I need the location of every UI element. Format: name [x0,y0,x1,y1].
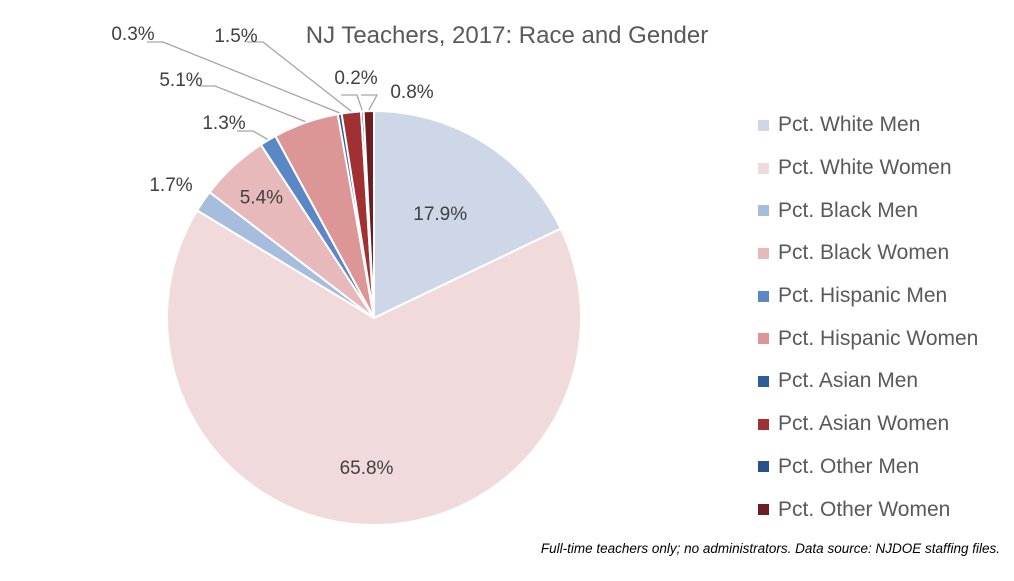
legend-swatch [758,375,769,387]
data-label-black-men: 1.7% [149,175,192,196]
legend-label: Pct. White Women [778,156,952,180]
legend-swatch [758,247,769,259]
legend-swatch [758,119,769,131]
leader-line-hispanic-men [237,130,268,140]
data-label-other-men: 0.2% [334,68,377,89]
legend-item-other-women: Pct. Other Women [758,488,1010,531]
leader-line-hispanic-women [199,85,306,123]
pie-slice-white-men [373,109,563,320]
legend-swatch [758,461,769,473]
legend-label: Pct. Hispanic Women [778,326,979,350]
legend-label: Pct. Black Women [778,241,950,265]
legend-item-other-men: Pct. Other Men [758,446,1010,489]
data-label-asian-men: 0.3% [111,24,154,45]
legend-label: Pct. Black Men [778,198,919,222]
data-label-other-women: 0.8% [390,82,433,103]
legend-label: Pct. Hispanic Men [778,284,948,308]
leader-line-other-men [341,94,363,111]
chart-legend: Pct. White Men Pct. White Women Pct. Black… [758,104,1010,531]
legend-label: Pct. Other Men [778,454,920,478]
data-label-white-women: 65.8% [340,458,394,479]
leader-line-asian-men [147,41,340,114]
legend-swatch [758,290,769,302]
legend-swatch [758,162,769,174]
data-label-hispanic-women: 5.1% [159,70,202,91]
legend-label: Pct. Asian Women [778,412,950,436]
legend-item-white-men: Pct. White Men [758,104,1010,147]
leader-line-other-women [361,94,379,111]
data-label-asian-women: 1.5% [214,26,257,47]
legend-item-hispanic-women: Pct. Hispanic Women [758,317,1010,360]
data-label-black-women: 5.4% [240,188,283,209]
legend-swatch [758,504,769,516]
legend-item-asian-women: Pct. Asian Women [758,403,1010,446]
pie-slice-other-women [362,109,375,319]
leader-line-asian-women [247,41,352,112]
data-label-hispanic-men: 1.3% [202,113,245,134]
legend-swatch [758,333,769,345]
legend-item-black-women: Pct. Black Women [758,232,1010,275]
data-label-white-men: 17.9% [413,204,467,225]
source-footnote: Full-time teachers only; no administrato… [540,541,1000,556]
legend-item-hispanic-men: Pct. Hispanic Men [758,275,1010,318]
legend-label: Pct. White Men [778,113,921,137]
legend-item-asian-men: Pct. Asian Men [758,360,1010,403]
legend-item-white-women: Pct. White Women [758,147,1010,190]
legend-label: Pct. Other Women [778,497,951,521]
chart-title: NJ Teachers, 2017: Race and Gender [306,22,708,49]
legend-label: Pct. Asian Men [778,369,919,393]
legend-item-black-men: Pct. Black Men [758,189,1010,232]
legend-swatch [758,418,769,430]
legend-swatch [758,205,769,217]
pie-slice-white-women [166,209,582,526]
